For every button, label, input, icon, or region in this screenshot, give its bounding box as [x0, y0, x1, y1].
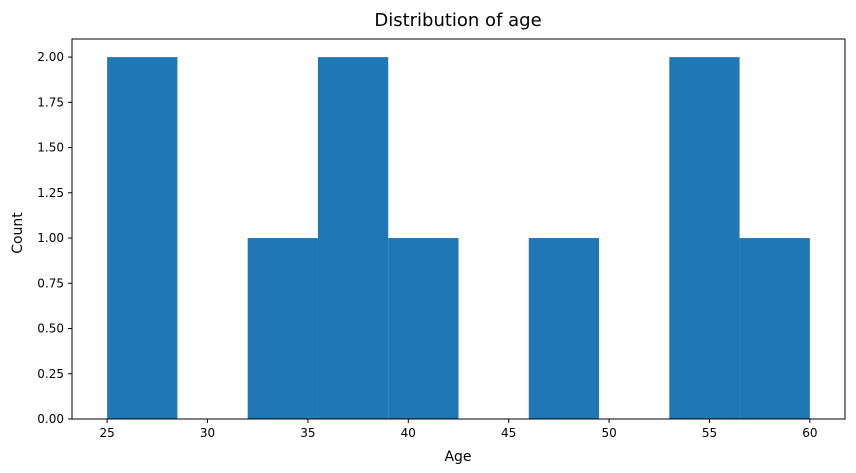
- x-tick-label: 35: [300, 426, 315, 440]
- y-tick-label: 1.75: [37, 95, 64, 109]
- chart-title: Distribution of age: [374, 10, 541, 31]
- x-tick-label: 50: [601, 426, 616, 440]
- y-tick-label: 0.50: [37, 322, 64, 336]
- histogram-bar: [739, 238, 810, 419]
- histogram-bar: [107, 57, 178, 419]
- x-tick-label: 25: [99, 426, 114, 440]
- histogram-bar: [247, 238, 318, 419]
- x-tick-label: 30: [200, 426, 215, 440]
- histogram-bar: [388, 238, 459, 419]
- x-tick-label: 45: [501, 426, 516, 440]
- y-tick-label: 1.50: [37, 141, 64, 155]
- x-tick-label: 55: [702, 426, 717, 440]
- y-tick-label: 2.00: [37, 50, 64, 64]
- y-tick-label: 1.25: [37, 186, 64, 200]
- x-tick-label: 40: [401, 426, 416, 440]
- y-tick-label: 0.75: [37, 276, 64, 290]
- y-axis-label: Count: [10, 212, 26, 254]
- histogram-bar: [317, 57, 389, 419]
- y-axis-ticks: 0.00 0.25 0.50 0.75 1.00 1.25 1.50 1.75 2.00: [37, 50, 72, 426]
- x-axis-label: Age: [444, 449, 471, 465]
- y-tick-label: 0.00: [37, 412, 64, 426]
- histogram-bar: [528, 238, 600, 419]
- x-axis-ticks: 25 30 35 40 45 50 55 60: [99, 419, 818, 440]
- x-tick-label: 60: [802, 426, 817, 440]
- y-tick-label: 1.00: [37, 231, 64, 245]
- plot-frame: [71, 38, 846, 420]
- y-tick-label: 0.25: [37, 367, 64, 381]
- histogram-bar: [669, 57, 740, 419]
- bars-group: [107, 57, 810, 419]
